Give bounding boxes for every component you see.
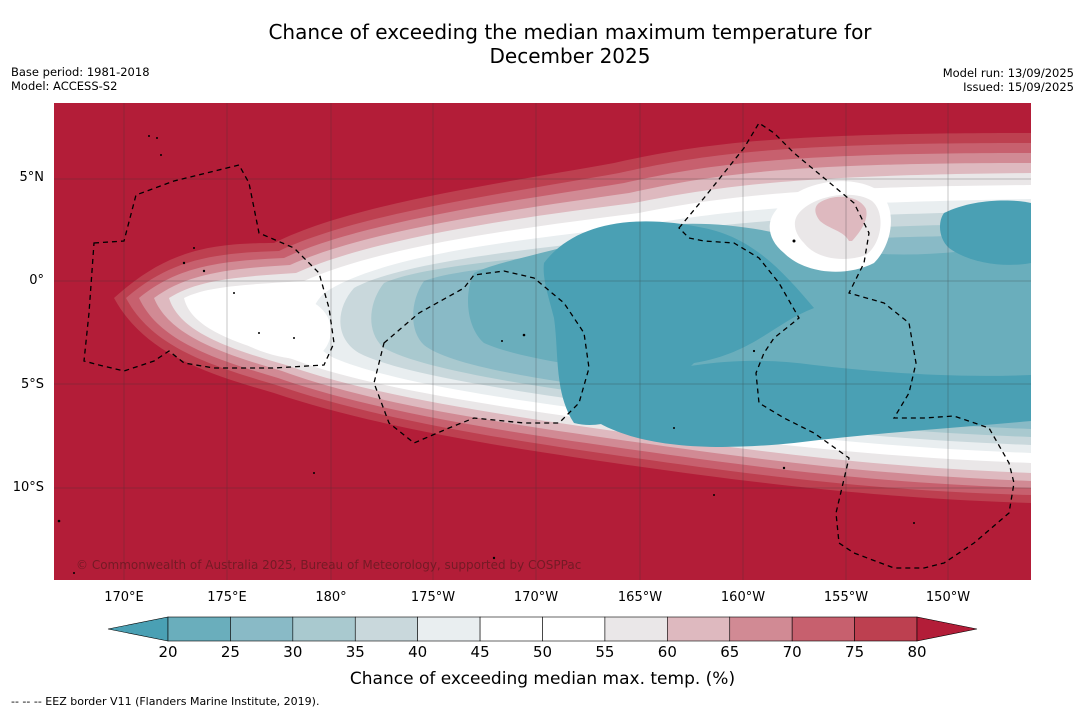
model-run: Model run: 13/09/2025 [942,66,1074,80]
colorbar-segment [667,616,731,642]
core-20-northeast [939,200,1031,265]
lat-label-10s: 10°S [12,480,44,495]
lat-label-0: 0° [29,273,44,288]
title-line-1: Chance of exceeding the median maximum t… [268,20,872,44]
meta-right: Model run: 13/09/2025 Issued: 15/09/2025 [943,66,1074,94]
colorbar-tick-label: 50 [532,643,553,661]
lon-label-180: 180° [315,590,347,605]
colorbar-tick-label: 45 [470,643,490,661]
lon-label-170w: 170°W [513,590,559,605]
map-svg [54,103,1031,580]
colorbar-segment [791,616,855,642]
colorbar-tick-label: 20 [158,643,178,661]
copyright-notice: © Commonwealth of Australia 2025, Bureau… [76,558,582,572]
core-20-main [543,221,814,425]
colorbar-tick-label: 25 [220,643,240,661]
white-patch-west [200,287,331,359]
meta-left: Base period: 1981-2018 Model: ACCESS-S2 [11,65,150,93]
lat-label-5n: 5°N [19,170,45,185]
lon-label-175w: 175°W [410,590,456,605]
lon-label-155w: 155°W [823,590,869,605]
warm-spot-ne-pink [815,196,867,241]
lat-label-5s: 5°S [20,377,44,392]
model-name: Model: ACCESS-S2 [11,79,118,93]
lon-label-160w: 160°W [720,590,766,605]
issued-date: Issued: 15/09/2025 [963,80,1074,94]
colorbar-arrow-low [107,616,169,642]
colorbar-label: Chance of exceeding median max. temp. (%… [349,669,736,689]
lon-label-165w: 165°W [617,590,663,605]
graticule [54,103,1031,580]
colorbar-segment [542,616,606,642]
colorbar-tick-label: 30 [283,643,303,661]
lon-label-150w: 150°W [925,590,971,605]
map-title: Chance of exceeding the median maximum t… [0,20,1085,68]
island-dots [57,135,915,574]
colorbar-segment [729,616,793,642]
core-20-southeast [594,360,1031,447]
colorbar-tick-label: 40 [408,643,428,661]
colorbar-segment [230,616,294,642]
map-panel [54,103,1031,580]
colorbar-segment [854,616,918,642]
lon-label-170e: 170°E [104,590,144,605]
lon-label-175e: 175°E [207,590,247,605]
colorbar-tick-label: 60 [657,643,677,661]
colorbar-tick-label: 65 [720,643,740,661]
colorbar-tick-label: 55 [595,643,615,661]
colorbar [107,616,978,642]
colorbar-segment [167,616,231,642]
colorbar-tick-label: 70 [782,643,802,661]
eez-legend-note: -- -- -- EEZ border V11 (Flanders Marine… [11,695,320,708]
colorbar-tick-label: 75 [845,643,865,661]
colorbar-segment [479,616,543,642]
colorbar-segment [292,616,356,642]
colorbar-segment [417,616,481,642]
colorbar-segment [604,616,668,642]
eez-borders [83,122,1015,569]
colorbar-segment [354,616,418,642]
colorbar-tick-label: 80 [907,643,927,661]
colorbar-tick-label: 35 [345,643,365,661]
base-period: Base period: 1981-2018 [11,65,150,79]
title-line-2: December 2025 [489,44,651,68]
colorbar-arrow-high [916,616,978,642]
colorbar-segments [107,616,978,642]
